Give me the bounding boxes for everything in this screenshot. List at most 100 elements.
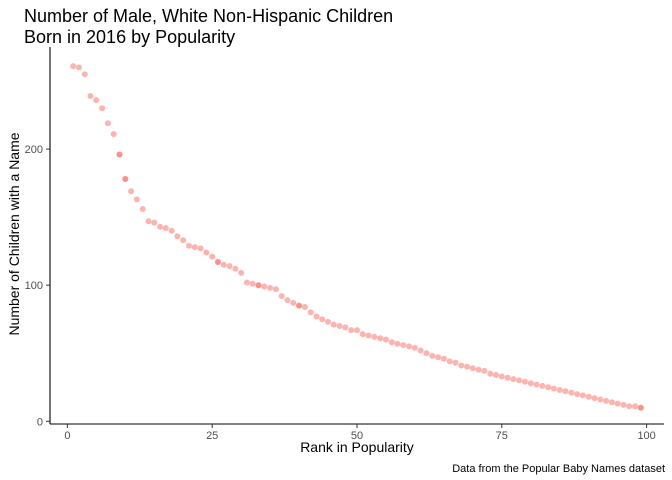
data-point: [377, 335, 384, 342]
data-point: [122, 176, 129, 182]
data-point: [336, 323, 343, 329]
data-point: [481, 367, 488, 374]
data-point: [261, 283, 268, 290]
data-point: [464, 363, 471, 370]
data-point: [475, 366, 482, 373]
y-tick-label: 200: [25, 144, 43, 156]
data-point: [296, 302, 303, 309]
x-tick-label: 0: [64, 430, 70, 442]
x-tick-label: 75: [496, 430, 508, 442]
data-point: [93, 97, 100, 104]
data-point: [255, 282, 262, 289]
data-point: [151, 219, 158, 226]
data-point: [411, 344, 418, 351]
data-point: [267, 284, 274, 291]
data-point: [562, 388, 569, 395]
data-point: [116, 151, 123, 158]
data-point: [174, 233, 181, 240]
data-point: [215, 259, 221, 265]
data-point: [186, 242, 192, 249]
data-point: [191, 244, 198, 251]
data-point: [493, 372, 499, 378]
data-point: [162, 225, 169, 231]
data-point: [527, 380, 534, 387]
y-tick-label: 0: [37, 416, 43, 428]
data-point: [278, 293, 285, 300]
data-point: [452, 359, 459, 366]
data-point: [70, 63, 77, 70]
data-point: [76, 64, 82, 71]
x-tick-label: 50: [351, 430, 363, 442]
data-point: [579, 392, 586, 399]
data-point: [104, 120, 111, 127]
chart-title-line-1: Number of Male, White Non-Hispanic Child…: [24, 6, 394, 26]
data-point: [325, 318, 331, 325]
data-point: [446, 358, 453, 365]
data-point: [272, 286, 279, 293]
data-point: [284, 297, 291, 304]
data-point: [400, 342, 407, 349]
data-point: [423, 350, 430, 357]
data-point: [440, 355, 447, 362]
data-point: [157, 223, 164, 230]
x-tick-label: 25: [206, 430, 218, 442]
data-point: [307, 309, 314, 316]
data-point: [313, 313, 320, 320]
data-point: [417, 347, 424, 354]
data-point: [632, 403, 638, 410]
data-point: [290, 299, 297, 306]
data-point: [458, 362, 465, 369]
data-point: [319, 316, 326, 323]
data-point: [203, 249, 210, 256]
data-point: [209, 253, 216, 260]
data-point: [354, 327, 360, 334]
chart-caption: Data from the Popular Baby Names dataset: [452, 463, 665, 475]
data-point: [545, 384, 552, 391]
data-point: [574, 391, 581, 398]
data-point: [522, 378, 528, 385]
data-point: [388, 339, 395, 346]
data-point: [232, 265, 239, 272]
data-point: [637, 404, 644, 411]
data-point: [220, 261, 227, 268]
data-point: [301, 304, 308, 310]
data-point: [180, 237, 187, 244]
data-point: [614, 400, 621, 407]
data-point: [99, 105, 106, 112]
data-point: [620, 401, 627, 408]
data-point: [568, 389, 575, 396]
data-point: [139, 206, 146, 212]
data-point: [469, 365, 476, 372]
data-point: [608, 399, 615, 406]
data-point: [238, 269, 245, 276]
data-point: [394, 340, 401, 347]
data-point: [591, 395, 598, 402]
data-point: [626, 403, 633, 410]
data-point: [365, 332, 372, 339]
data-point: [168, 227, 175, 234]
x-axis-ticks: 0 25 50 75 100: [64, 424, 656, 442]
data-point: [383, 336, 389, 343]
data-point: [133, 196, 140, 203]
y-axis-title: Number of Children with a Name: [6, 132, 22, 335]
data-point: [429, 352, 436, 359]
data-point: [371, 333, 378, 340]
data-point: [487, 370, 494, 377]
data-point: [533, 381, 540, 388]
x-axis-title: Rank in Popularity: [300, 439, 414, 455]
data-point: [510, 376, 517, 383]
data-point: [516, 377, 523, 384]
points-layer: [70, 63, 644, 411]
data-point: [585, 393, 592, 400]
data-point: [87, 93, 94, 99]
data-point: [359, 331, 366, 338]
data-point: [406, 343, 413, 350]
data-point: [556, 387, 563, 393]
data-point: [197, 245, 204, 252]
data-point: [348, 327, 355, 334]
data-point: [342, 324, 349, 331]
data-point: [603, 397, 610, 404]
data-point: [243, 279, 250, 286]
data-point: [435, 354, 442, 361]
